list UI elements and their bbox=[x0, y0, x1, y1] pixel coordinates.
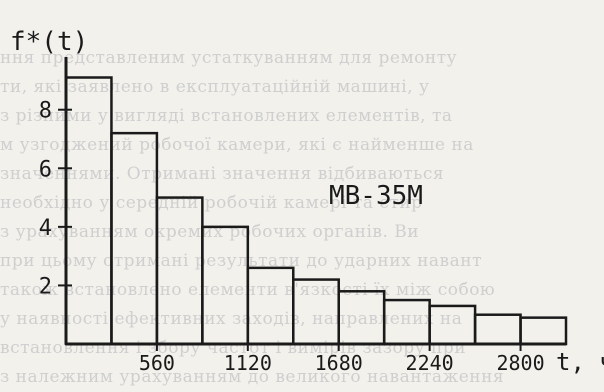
y-ticks-group: 2 4 6 8 bbox=[39, 99, 72, 299]
histogram-bar bbox=[110, 131, 159, 346]
bars-group bbox=[64, 76, 568, 346]
y-tick-label: 6 bbox=[39, 157, 52, 182]
x-ticks-group: 560 1120 1680 2240 2800 bbox=[139, 344, 545, 375]
histogram-bar bbox=[201, 225, 250, 346]
x-tick-label: 2800 bbox=[496, 351, 544, 375]
x-tick-label: 1680 bbox=[315, 351, 363, 375]
x-tick-label: 1120 bbox=[224, 351, 272, 375]
histogram-bar bbox=[246, 266, 295, 346]
x-tick-label: 2240 bbox=[406, 351, 454, 375]
histogram-bar bbox=[337, 290, 386, 346]
histogram-bar bbox=[519, 316, 568, 346]
x-axis-label: t, ч bbox=[556, 348, 604, 376]
histogram-bar bbox=[64, 76, 113, 346]
histogram-bar bbox=[382, 298, 431, 346]
y-tick-label: 4 bbox=[39, 216, 52, 241]
x-tick-label: 560 bbox=[139, 351, 175, 375]
y-tick-label: 8 bbox=[39, 99, 52, 124]
histogram-bar bbox=[155, 196, 204, 346]
chart-annotation: MB-35M bbox=[329, 181, 423, 211]
histogram-bar bbox=[292, 278, 340, 346]
y-tick-label: 2 bbox=[39, 274, 52, 299]
y-axis-label: f*(t) bbox=[10, 27, 88, 57]
histogram-bar bbox=[428, 304, 477, 346]
histogram-bar bbox=[473, 313, 522, 346]
